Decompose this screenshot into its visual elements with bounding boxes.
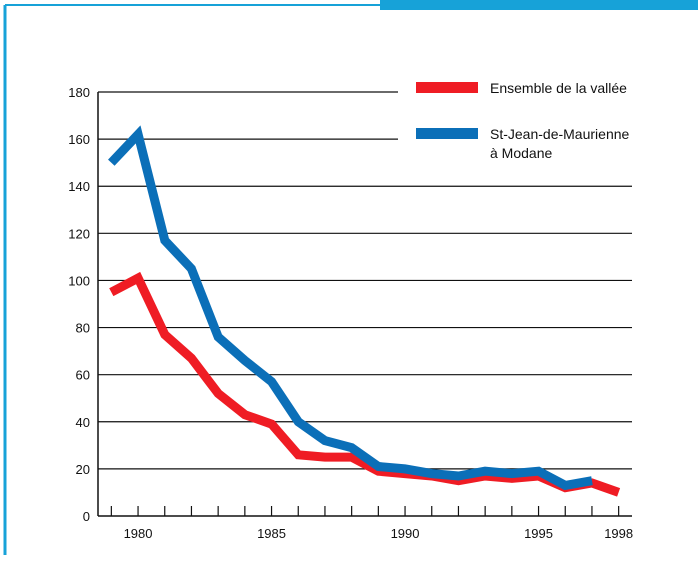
frame-top-accent [380, 0, 698, 10]
series-1-point-1984 [243, 413, 247, 417]
x-tick-label-1998: 1998 [604, 526, 633, 541]
series-1-point-1981 [163, 333, 167, 337]
series-2-point-1994 [510, 472, 514, 476]
series-1-point-1987 [323, 455, 327, 459]
series-2-point-1979 [109, 161, 113, 165]
series-2-point-1997 [590, 479, 594, 483]
y-tick-label-20: 20 [76, 462, 90, 477]
series-2-point-1987 [323, 439, 327, 443]
series-1-point-1980 [136, 276, 140, 280]
series-2-point-1993 [483, 469, 487, 473]
series-2-point-1991 [430, 472, 434, 476]
legend-swatch-2 [416, 128, 478, 139]
x-tick-label-1980: 1980 [124, 526, 153, 541]
y-tick-label-60: 60 [76, 368, 90, 383]
series-2-point-1989 [376, 465, 380, 469]
legend-label-1: Ensemble de la vallée [490, 80, 627, 96]
series-1-point-1979 [109, 290, 113, 294]
series-2-point-1981 [163, 238, 167, 242]
series-2-point-1988 [350, 446, 354, 450]
legend-label-2: St-Jean-de-Maurienne à Modane [490, 126, 630, 161]
series-1-point-1988 [350, 455, 354, 459]
series-2-point-1985 [270, 380, 274, 384]
y-tick-label-40: 40 [76, 415, 90, 430]
y-tick-label-140: 140 [68, 179, 90, 194]
series-2-point-1992 [456, 474, 460, 478]
series-2-point-1984 [243, 359, 247, 363]
y-tick-label-100: 100 [68, 273, 90, 288]
series-line-1 [109, 271, 621, 497]
series-1-point-1986 [296, 453, 300, 457]
series-1-point-1985 [270, 422, 274, 426]
y-tick-label-80: 80 [76, 321, 90, 336]
y-tick-label-120: 120 [68, 226, 90, 241]
y-tick-label-160: 160 [68, 132, 90, 147]
series-2-point-1982 [189, 267, 193, 271]
series-2-point-1990 [403, 467, 407, 471]
series-2-point-1996 [563, 483, 567, 487]
x-tick-label-1990: 1990 [391, 526, 420, 541]
series-1-point-1982 [189, 356, 193, 360]
legend-swatch-1 [416, 82, 478, 93]
y-tick-label-180: 180 [68, 85, 90, 100]
series-2-point-1995 [537, 469, 541, 473]
series-line-2 [108, 125, 593, 491]
series-2-point-1983 [216, 335, 220, 339]
series-1-point-1998 [617, 490, 621, 494]
y-tick-label-0: 0 [83, 509, 90, 524]
series-2-point-1986 [296, 420, 300, 424]
series-2-point-1980 [136, 132, 140, 136]
series-1-point-1983 [216, 392, 220, 396]
x-tick-label-1985: 1985 [257, 526, 286, 541]
x-tick-label-1995: 1995 [524, 526, 553, 541]
